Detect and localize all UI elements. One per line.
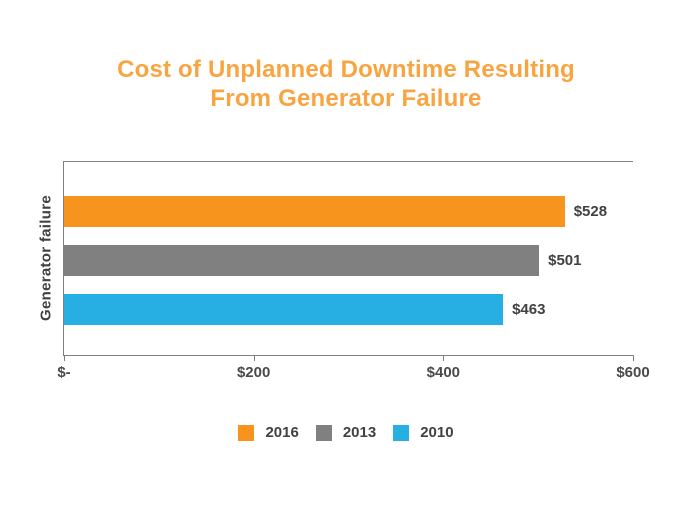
legend-label-2013: 2013 [342, 424, 377, 441]
bar-row-2013: $501 [64, 245, 633, 276]
x-axis-tick-0 [64, 355, 65, 361]
y-axis-label: Generator failure [37, 195, 55, 321]
bar-2013 [64, 245, 540, 276]
chart-title-line-1: Cost of Unplanned Downtime Resulting [117, 56, 575, 83]
bar-row-2016: $528 [64, 196, 633, 227]
bar-value-label-2010: $463 [512, 301, 546, 318]
x-axis-tick-label-600: $600 [616, 364, 650, 381]
legend-item-2013: 2013 [315, 424, 377, 441]
x-axis-tick-200 [253, 355, 255, 361]
legend-item-2010: 2010 [393, 424, 454, 441]
bar-value-label-2013: $501 [548, 252, 582, 269]
legend-swatch-2016 [238, 424, 255, 441]
bar-row-2010: $463 [64, 294, 633, 325]
bar-value-label-2016: $528 [573, 203, 608, 220]
x-axis-tick-400 [443, 355, 445, 361]
legend-label-2016: 2016 [265, 424, 299, 441]
chart-title-line-2: From Generator Failure [210, 85, 482, 112]
bar-2016 [64, 196, 565, 227]
legend-swatch-2013 [315, 424, 332, 441]
x-axis-tick-label-400: $400 [426, 364, 461, 381]
chart-title: Cost of Unplanned Downtime Resulting Fro… [0, 55, 692, 113]
bar-2010 [64, 294, 504, 325]
plot-area: $528 $501 $463 $- $200 $400 $600 [57, 161, 650, 381]
legend-item-2016: 2016 [238, 424, 299, 441]
legend-label-2010: 2010 [420, 424, 454, 441]
x-axis-tick-label-0: $- [57, 364, 71, 381]
x-axis-tick-label-200: $200 [236, 364, 271, 381]
legend-swatch-2010 [393, 424, 410, 441]
legend: 2016 2013 2010 [0, 424, 692, 441]
x-axis-tick-600 [633, 355, 634, 361]
